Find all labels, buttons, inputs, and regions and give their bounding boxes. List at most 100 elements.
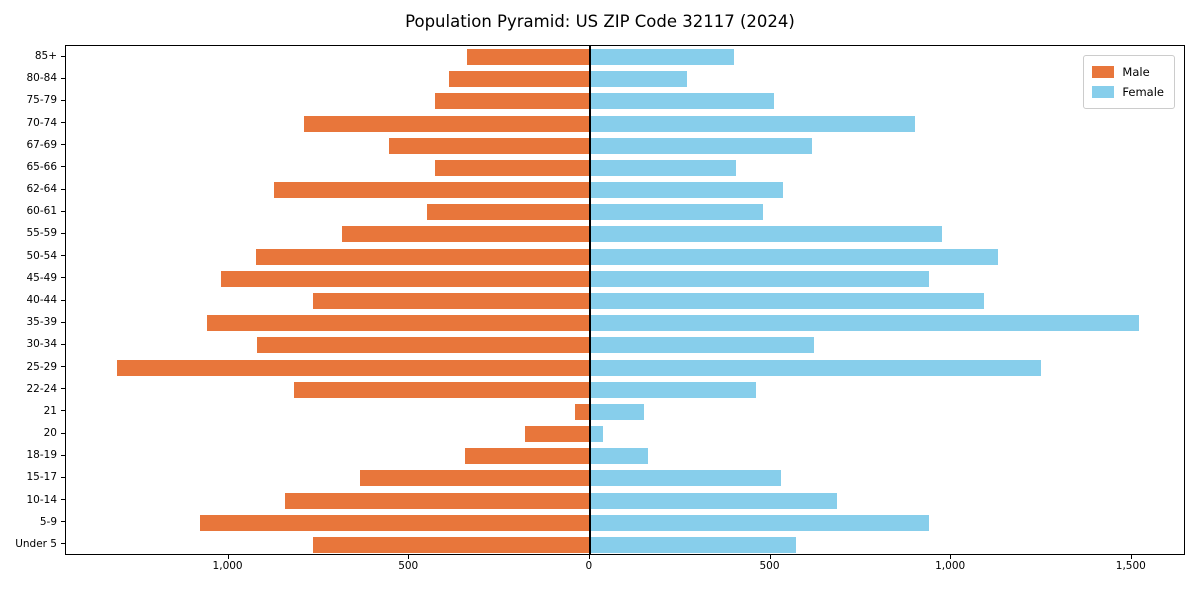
male-bar — [313, 536, 590, 553]
male-bar — [427, 204, 590, 221]
y-tick-mark — [61, 144, 65, 146]
y-tick-mark — [61, 410, 65, 412]
female-bar — [589, 492, 838, 509]
female-legend-swatch — [1092, 86, 1115, 98]
x-tick-mark — [1130, 555, 1132, 559]
male-bar — [206, 315, 590, 332]
female-bar — [589, 470, 782, 487]
y-tick-mark — [61, 255, 65, 257]
x-tick-mark — [950, 555, 952, 559]
y-tick-mark — [61, 99, 65, 101]
x-tick-label: 1,000 — [935, 560, 966, 572]
y-tick-mark — [61, 321, 65, 323]
y-tick-mark — [61, 543, 65, 545]
male-bar — [467, 49, 590, 66]
y-tick-label: 10-14 — [26, 493, 57, 506]
y-tick-label: 62-64 — [26, 183, 57, 196]
y-tick-label: 45-49 — [26, 271, 57, 284]
y-tick-label: 70-74 — [26, 116, 57, 129]
y-tick-label: 55-59 — [26, 227, 57, 240]
y-tick-mark — [61, 77, 65, 79]
male-bar — [465, 448, 590, 465]
female-bar — [589, 514, 930, 531]
y-tick-label: 65-66 — [26, 160, 57, 173]
y-tick-label: 5-9 — [39, 515, 57, 528]
x-tick-label: 0 — [585, 560, 593, 572]
y-tick-mark — [61, 388, 65, 390]
y-tick-mark — [61, 454, 65, 456]
male-bar — [313, 293, 590, 309]
male-bar — [273, 182, 590, 199]
male-bar — [434, 159, 590, 176]
male-bar — [199, 514, 590, 531]
x-tick-mark — [227, 555, 229, 559]
plot-area: Male Female — [65, 45, 1185, 555]
female-bar — [589, 71, 688, 88]
female-bar — [589, 159, 737, 176]
male-bar — [448, 71, 590, 88]
male-bar — [284, 492, 590, 509]
y-tick-label: 21 — [43, 404, 57, 417]
x-tick-mark — [408, 555, 410, 559]
y-tick-label: 30-34 — [26, 338, 57, 351]
female-bar — [589, 270, 930, 287]
female-bar — [589, 536, 796, 553]
x-tick-label: 500 — [398, 560, 419, 572]
female-bar — [589, 359, 1042, 376]
female-bar — [589, 93, 775, 110]
female-bar — [589, 315, 1140, 332]
legend-item-female: Female — [1092, 82, 1164, 102]
female-bar — [589, 248, 999, 265]
y-tick-label: 40-44 — [26, 294, 57, 306]
male-bar — [575, 403, 590, 420]
y-tick-label: 75-79 — [26, 94, 57, 107]
female-bar — [589, 115, 916, 132]
y-tick-label: 50-54 — [26, 249, 57, 262]
y-tick-label: 80-84 — [26, 72, 57, 85]
female-bar — [589, 448, 648, 465]
female-legend-label: Female — [1122, 85, 1164, 99]
y-tick-mark — [61, 232, 65, 234]
female-bar — [589, 337, 814, 354]
y-tick-mark — [61, 55, 65, 57]
male-legend-label: Male — [1122, 65, 1150, 79]
female-bar — [589, 226, 943, 243]
y-tick-mark — [61, 166, 65, 168]
y-tick-mark — [61, 343, 65, 345]
male-bar — [434, 93, 590, 110]
y-tick-label: 67-69 — [26, 138, 57, 151]
y-tick-mark — [61, 499, 65, 501]
y-tick-label: 85+ — [34, 50, 57, 63]
legend-item-male: Male — [1092, 62, 1164, 82]
male-bar — [389, 137, 590, 154]
x-tick-label: 500 — [759, 560, 780, 572]
male-legend-swatch — [1092, 66, 1115, 78]
y-tick-label: 18-19 — [26, 449, 57, 462]
male-bar — [304, 115, 590, 132]
y-tick-mark — [61, 122, 65, 124]
female-bar — [589, 49, 735, 66]
x-tick-label: 1,500 — [1115, 560, 1146, 572]
y-tick-mark — [61, 366, 65, 368]
female-bar — [589, 204, 764, 221]
zero-axis-line — [589, 46, 591, 554]
female-bar — [589, 137, 813, 154]
male-bar — [360, 470, 590, 487]
y-tick-label: 22-24 — [26, 382, 57, 395]
y-tick-mark — [61, 210, 65, 212]
y-tick-mark — [61, 521, 65, 523]
female-bar — [589, 182, 784, 199]
male-bar — [255, 248, 590, 265]
male-bar — [293, 381, 590, 398]
female-bar — [589, 426, 603, 443]
y-tick-mark — [61, 476, 65, 478]
male-bar — [221, 270, 590, 287]
male-bar — [257, 337, 590, 354]
legend: Male Female — [1083, 55, 1175, 109]
male-bar — [342, 226, 590, 243]
x-tick-label: 1,000 — [212, 560, 243, 572]
female-bar — [589, 381, 757, 398]
y-tick-mark — [61, 188, 65, 190]
x-tick-mark — [588, 555, 590, 559]
male-bar — [524, 426, 590, 443]
